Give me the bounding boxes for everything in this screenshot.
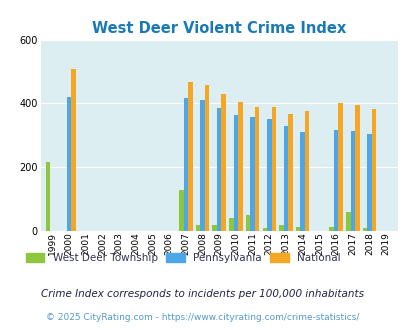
Bar	[266, 119, 271, 231]
Bar	[371, 109, 375, 231]
Bar	[71, 69, 76, 231]
Bar	[345, 212, 350, 231]
Bar	[212, 225, 216, 231]
Bar	[333, 130, 337, 231]
Bar	[45, 162, 50, 231]
Bar	[188, 82, 192, 231]
Bar	[304, 112, 309, 231]
Bar	[250, 117, 254, 231]
Bar	[288, 114, 292, 231]
Bar	[367, 134, 371, 231]
Bar	[238, 102, 242, 231]
Bar	[66, 97, 71, 231]
Bar	[200, 100, 204, 231]
Bar	[350, 131, 354, 231]
Bar	[216, 108, 221, 231]
Title: West Deer Violent Crime Index: West Deer Violent Crime Index	[92, 21, 345, 36]
Bar	[204, 85, 209, 231]
Legend: West Deer Township, Pennsylvania, National: West Deer Township, Pennsylvania, Nation…	[21, 248, 344, 267]
Bar	[362, 228, 367, 231]
Bar	[300, 132, 304, 231]
Bar	[354, 105, 359, 231]
Bar	[221, 94, 226, 231]
Bar	[245, 215, 250, 231]
Bar	[271, 107, 275, 231]
Bar	[233, 115, 238, 231]
Bar	[328, 227, 333, 231]
Text: © 2025 CityRating.com - https://www.cityrating.com/crime-statistics/: © 2025 CityRating.com - https://www.city…	[46, 313, 359, 322]
Bar	[337, 103, 342, 231]
Bar	[183, 98, 188, 231]
Text: Crime Index corresponds to incidents per 100,000 inhabitants: Crime Index corresponds to incidents per…	[41, 289, 364, 299]
Bar	[179, 189, 183, 231]
Bar	[279, 225, 283, 231]
Bar	[262, 228, 266, 231]
Bar	[283, 126, 288, 231]
Bar	[295, 227, 300, 231]
Bar	[228, 218, 233, 231]
Bar	[195, 225, 200, 231]
Bar	[254, 107, 259, 231]
